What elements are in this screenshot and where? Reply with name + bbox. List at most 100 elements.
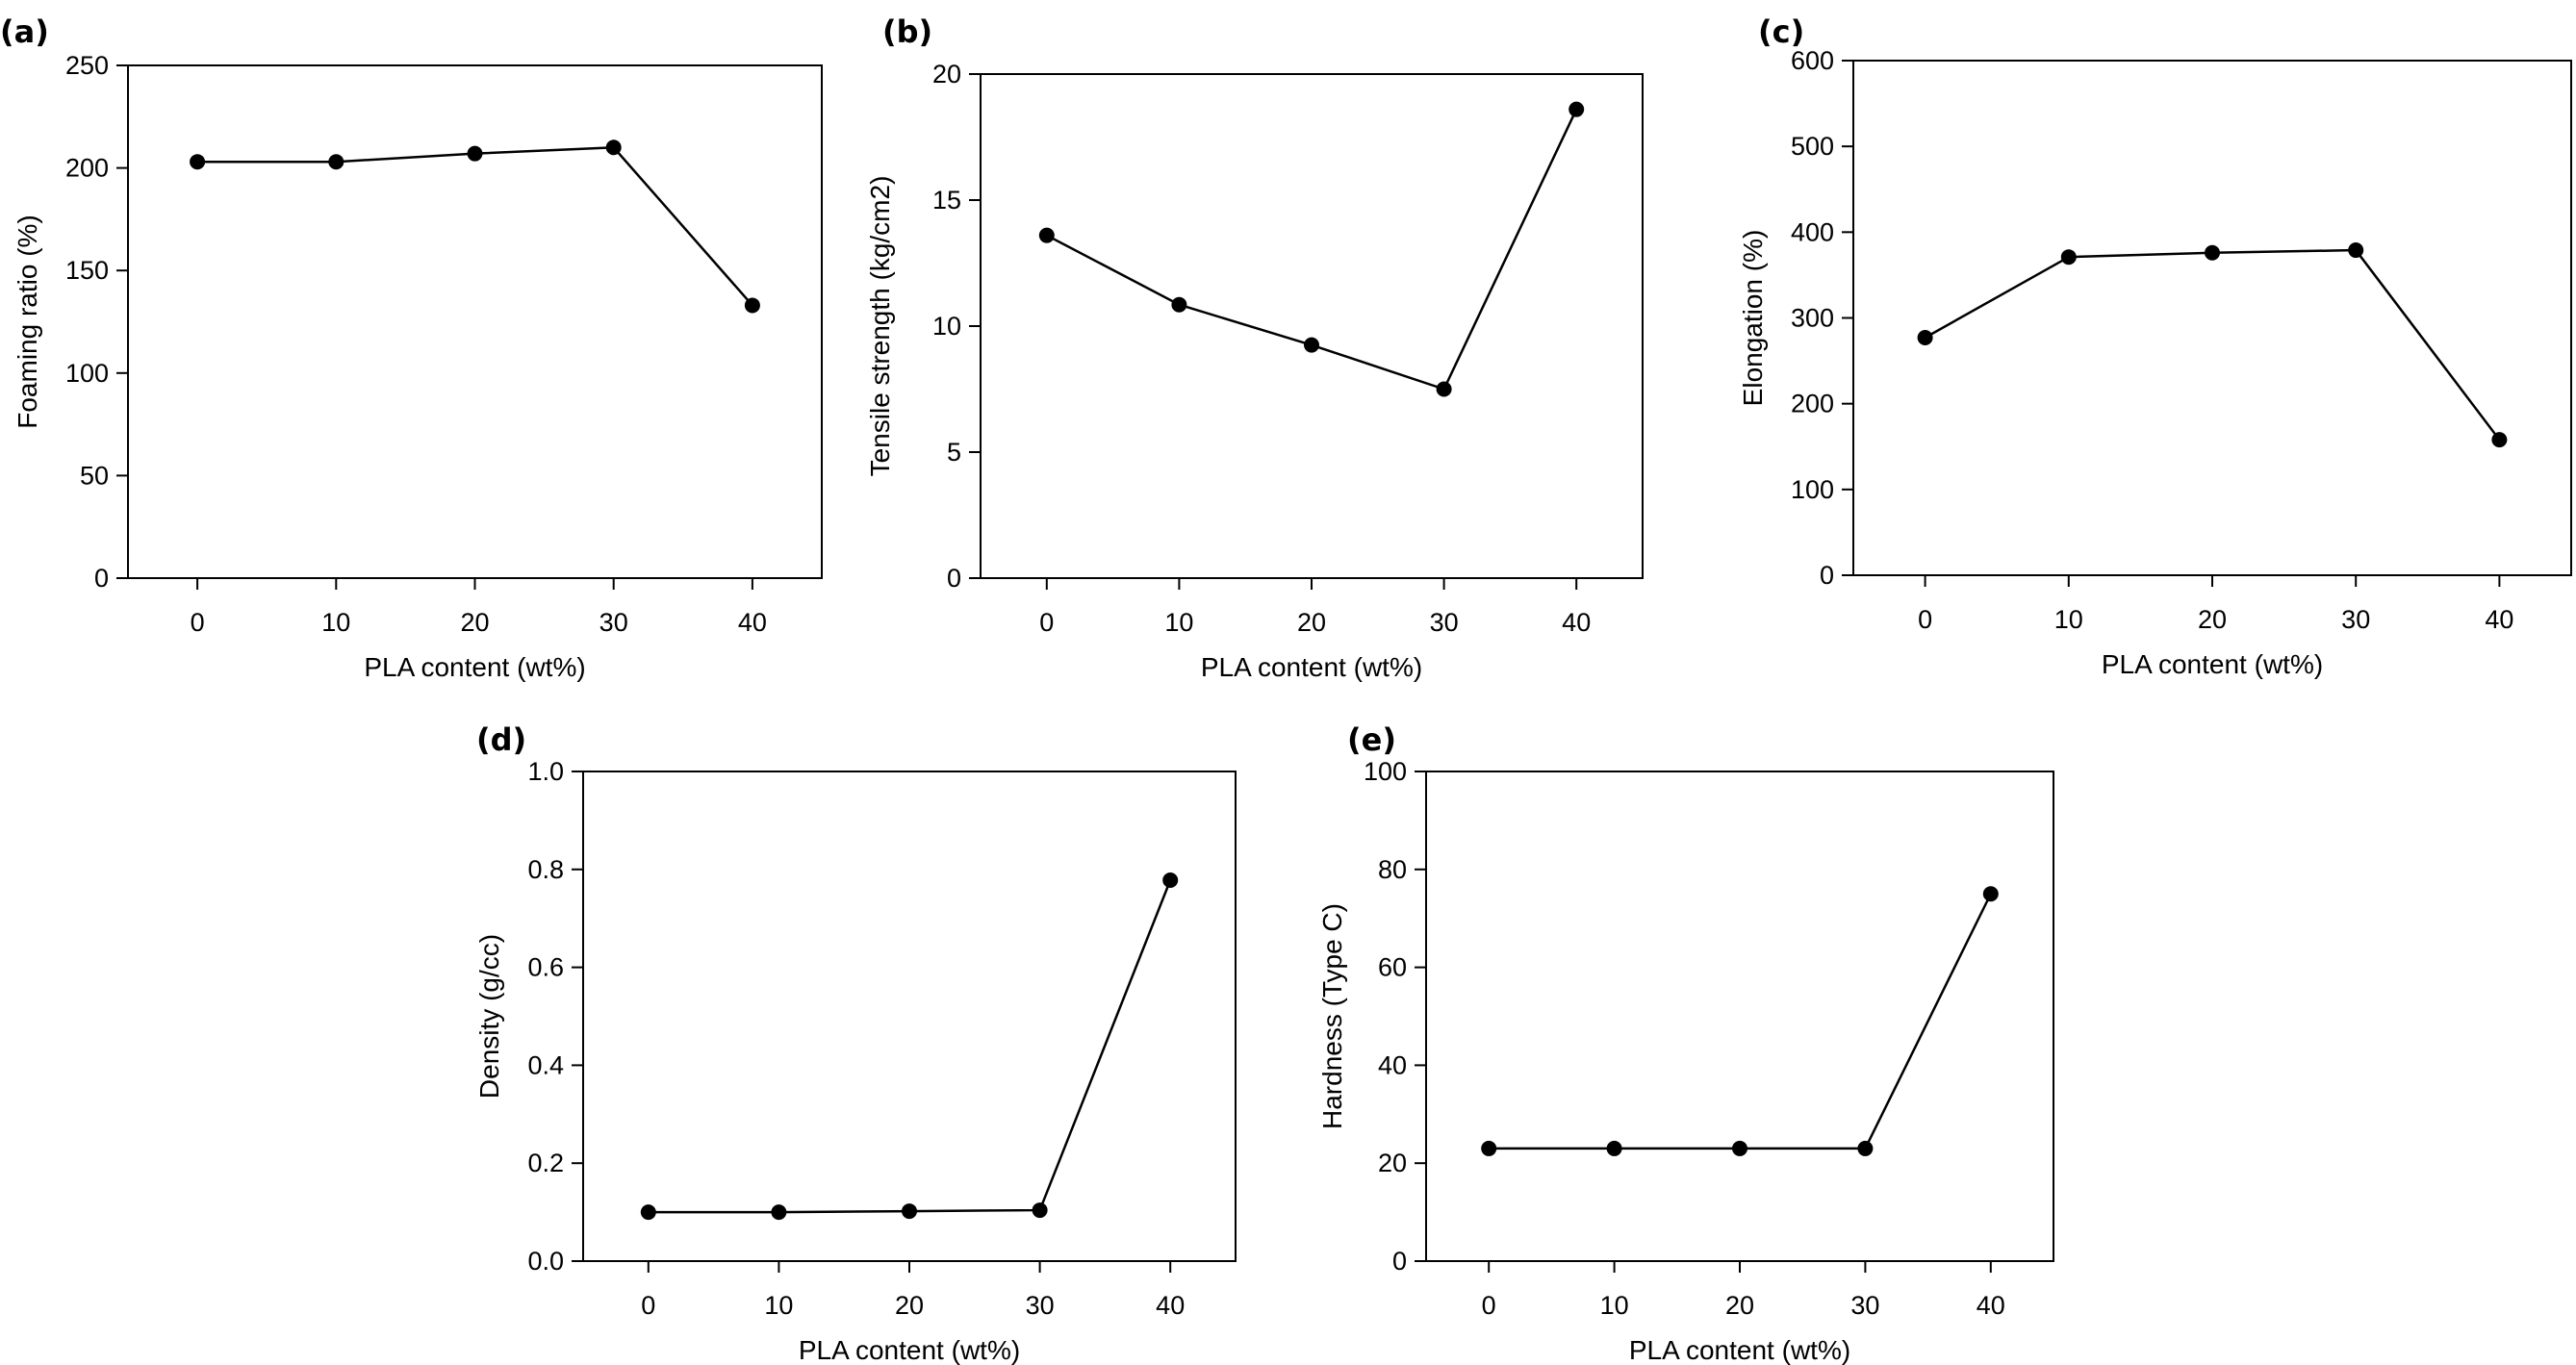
x-tick-label: 10 — [321, 608, 350, 637]
x-tick-label: 30 — [2341, 605, 2370, 634]
y-tick-label: 20 — [1378, 1149, 1407, 1177]
data-point — [2348, 242, 2364, 259]
y-tick-label: 100 — [1364, 757, 1407, 786]
data-point — [902, 1203, 917, 1220]
x-tick-label: 10 — [2054, 605, 2083, 634]
data-point — [1304, 337, 1319, 353]
x-axis-label: PLA content (wt%) — [2102, 649, 2323, 679]
x-tick-label: 30 — [599, 608, 628, 637]
y-tick-label: 200 — [1791, 390, 1834, 418]
series-line — [1924, 248, 2501, 441]
y-axis-label: Tensile strength (kg/cm2) — [865, 176, 895, 477]
y-tick-label: 10 — [932, 312, 961, 341]
data-point — [2060, 249, 2077, 265]
y-axis-label: Elongation (%) — [1738, 230, 1768, 407]
x-tick-label: 20 — [1725, 1291, 1754, 1320]
subplot-a: (a) 0 50 100 150 200 250 0 10 20 30 40 PLA content (… — [0, 13, 823, 682]
x-tick-label: 20 — [460, 608, 489, 637]
y-tick-label: 500 — [1791, 132, 1834, 161]
series-line — [197, 146, 753, 307]
y-tick-label: 100 — [65, 359, 109, 388]
data-point — [1171, 296, 1187, 313]
y-tick-label: 0.4 — [527, 1050, 564, 1079]
data-point — [744, 297, 760, 314]
data-point — [2205, 244, 2220, 261]
data-point — [1162, 872, 1179, 888]
x-axis-label: PLA content (wt%) — [1629, 1335, 1850, 1365]
x-tick-label: 30 — [1850, 1291, 1879, 1320]
x-tick-label: 10 — [1600, 1291, 1629, 1320]
y-tick-label: 300 — [1791, 304, 1834, 333]
data-point — [1606, 1140, 1622, 1156]
x-tick-label: 40 — [738, 608, 767, 637]
x-tick-label: 30 — [1026, 1291, 1055, 1320]
data-point — [328, 154, 344, 170]
subplot-b: (b) 0 5 10 15 20 0 10 20 30 40 PLA content (wt%) Ten… — [865, 13, 1644, 682]
y-tick-label: 80 — [1378, 855, 1407, 884]
panel-label: (c) — [1758, 13, 1804, 50]
data-point — [1857, 1140, 1874, 1156]
data-point — [190, 154, 206, 170]
y-tick-label: 0 — [947, 564, 961, 593]
data-point — [1732, 1140, 1747, 1156]
y-tick-label: 40 — [1378, 1050, 1407, 1079]
x-tick-label: 10 — [764, 1291, 793, 1320]
plot-frame — [127, 64, 823, 579]
x-tick-label: 20 — [2198, 605, 2227, 634]
x-tick-label: 20 — [895, 1291, 924, 1320]
y-tick-label: 100 — [1791, 475, 1834, 504]
subplot-e: (e) 0 20 40 60 80 100 0 10 20 30 40 PLA content (wt%… — [1317, 721, 2054, 1365]
x-tick-label: 10 — [1164, 608, 1193, 637]
y-axis-label: Foaming ratio (%) — [13, 215, 42, 429]
data-point — [2491, 432, 2508, 448]
y-tick-label: 20 — [932, 60, 961, 88]
data-point — [1436, 381, 1452, 397]
y-tick-label: 60 — [1378, 953, 1407, 982]
plot-frame — [980, 73, 1644, 579]
panel-label: (b) — [882, 13, 932, 50]
y-tick-label: 0.6 — [527, 953, 564, 982]
y-tick-label: 0.2 — [527, 1149, 564, 1177]
y-tick-label: 0.0 — [527, 1247, 564, 1276]
panel-label: (a) — [0, 13, 49, 50]
y-tick-label: 5 — [947, 438, 961, 467]
plot-frame — [1425, 771, 2054, 1262]
plot-frame — [582, 771, 1237, 1262]
x-tick-label: 20 — [1297, 608, 1326, 637]
data-point — [1982, 886, 1999, 902]
x-axis-label: PLA content (wt%) — [1201, 652, 1422, 682]
x-tick-label: 0 — [1918, 605, 1932, 634]
data-point — [1038, 227, 1055, 243]
data-point — [640, 1204, 656, 1221]
y-tick-label: 0 — [1820, 561, 1834, 590]
x-tick-label: 0 — [1039, 608, 1054, 637]
y-tick-label: 0 — [1392, 1247, 1407, 1276]
data-point — [1917, 330, 1933, 346]
y-tick-label: 0 — [94, 564, 109, 593]
panel-label: (d) — [476, 721, 526, 758]
x-tick-label: 30 — [1430, 608, 1459, 637]
y-axis-label: Density (g/cc) — [474, 934, 504, 1099]
panel-label: (e) — [1347, 721, 1396, 758]
x-tick-label: 0 — [1482, 1291, 1496, 1320]
y-axis-label: Hardness (Type C) — [1317, 903, 1347, 1129]
x-axis-label: PLA content (wt%) — [364, 652, 585, 682]
x-tick-label: 40 — [2485, 605, 2513, 634]
x-tick-label: 0 — [641, 1291, 655, 1320]
y-tick-label: 1.0 — [527, 757, 564, 786]
data-point — [1569, 101, 1585, 117]
x-tick-label: 40 — [1156, 1291, 1185, 1320]
data-point — [1032, 1202, 1048, 1219]
y-tick-label: 15 — [932, 186, 961, 215]
x-tick-label: 40 — [1977, 1291, 2005, 1320]
x-axis-label: PLA content (wt%) — [799, 1335, 1020, 1365]
y-tick-label: 50 — [80, 461, 109, 490]
y-tick-label: 600 — [1791, 46, 1834, 75]
data-point — [605, 139, 622, 156]
y-tick-label: 250 — [65, 51, 109, 80]
y-tick-label: 150 — [65, 256, 109, 285]
series-line — [1489, 893, 1992, 1150]
y-tick-label: 0.8 — [527, 855, 564, 884]
y-tick-label: 200 — [65, 154, 109, 183]
